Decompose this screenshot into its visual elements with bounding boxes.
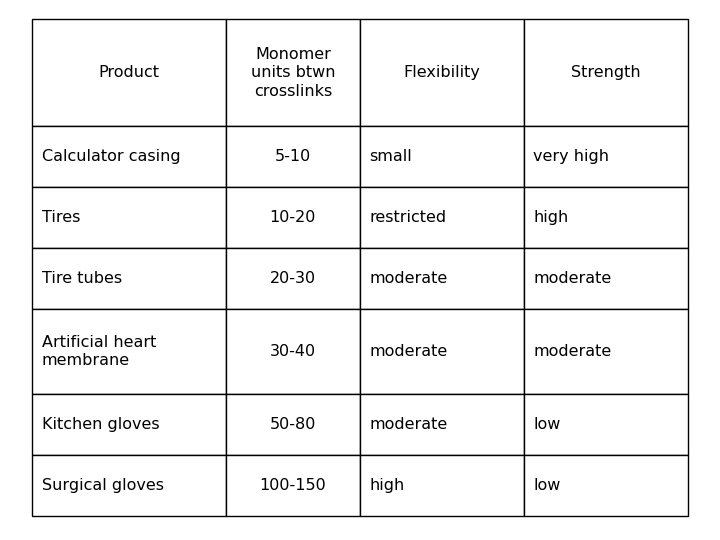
- Bar: [32, 455, 225, 516]
- Text: Tire tubes: Tire tubes: [42, 272, 122, 286]
- Text: Strength: Strength: [571, 65, 641, 80]
- Bar: [360, 394, 523, 455]
- Text: high: high: [369, 478, 405, 492]
- Text: Kitchen gloves: Kitchen gloves: [42, 417, 159, 431]
- Text: low: low: [534, 417, 561, 431]
- Text: 10-20: 10-20: [270, 211, 316, 225]
- Bar: [524, 126, 688, 187]
- Bar: [360, 187, 523, 248]
- Text: moderate: moderate: [369, 417, 448, 431]
- Text: moderate: moderate: [534, 272, 611, 286]
- Bar: [360, 455, 523, 516]
- Text: Monomer
units btwn
crosslinks: Monomer units btwn crosslinks: [251, 46, 335, 99]
- Bar: [32, 19, 225, 126]
- Bar: [360, 19, 523, 126]
- Text: low: low: [534, 478, 561, 492]
- Text: very high: very high: [534, 150, 609, 164]
- Text: Calculator casing: Calculator casing: [42, 150, 181, 164]
- Bar: [360, 309, 523, 394]
- Bar: [225, 19, 360, 126]
- Text: 5-10: 5-10: [275, 150, 311, 164]
- Bar: [225, 126, 360, 187]
- Bar: [32, 126, 225, 187]
- Text: high: high: [534, 211, 568, 225]
- Text: restricted: restricted: [369, 211, 446, 225]
- Text: moderate: moderate: [534, 344, 611, 359]
- Text: moderate: moderate: [369, 272, 448, 286]
- Bar: [524, 455, 688, 516]
- Bar: [32, 187, 225, 248]
- Text: 30-40: 30-40: [270, 344, 316, 359]
- Bar: [225, 394, 360, 455]
- Text: Surgical gloves: Surgical gloves: [42, 478, 163, 492]
- Bar: [524, 19, 688, 126]
- Bar: [32, 248, 225, 309]
- Bar: [225, 455, 360, 516]
- Bar: [360, 126, 523, 187]
- Bar: [524, 187, 688, 248]
- Bar: [32, 309, 225, 394]
- Text: Flexibility: Flexibility: [403, 65, 480, 80]
- Text: 100-150: 100-150: [259, 478, 326, 492]
- Text: 50-80: 50-80: [270, 417, 316, 431]
- Text: small: small: [369, 150, 412, 164]
- Text: 20-30: 20-30: [270, 272, 316, 286]
- Bar: [524, 394, 688, 455]
- Text: moderate: moderate: [369, 344, 448, 359]
- Bar: [524, 248, 688, 309]
- Text: Product: Product: [99, 65, 160, 80]
- Bar: [32, 394, 225, 455]
- Bar: [225, 187, 360, 248]
- Bar: [524, 309, 688, 394]
- Bar: [225, 309, 360, 394]
- Text: Tires: Tires: [42, 211, 80, 225]
- Bar: [360, 248, 523, 309]
- Bar: [225, 248, 360, 309]
- Text: Artificial heart
membrane: Artificial heart membrane: [42, 335, 156, 368]
